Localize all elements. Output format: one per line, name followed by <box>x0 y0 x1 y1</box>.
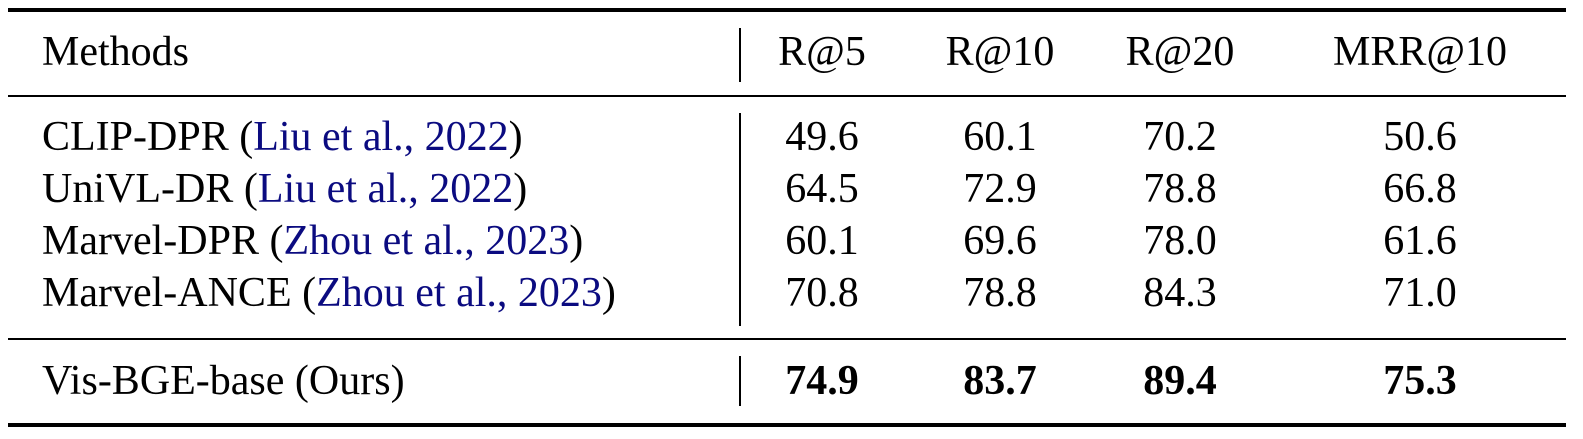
value-r5: 60.1 <box>785 218 859 264</box>
citation-link[interactable]: Liu et al., 2022 <box>257 166 514 212</box>
citation-link[interactable]: Liu et al., 2022 <box>253 114 509 160</box>
value-r5: 74.9 <box>785 358 859 404</box>
value-r10: 72.9 <box>963 166 1037 212</box>
value-mrr10: 61.6 <box>1383 218 1457 264</box>
method-name: Marvel-DPR <box>42 218 259 264</box>
value-r10: 60.1 <box>963 114 1037 160</box>
column-divider <box>739 113 741 326</box>
column-divider <box>739 28 741 82</box>
value-r10: 69.6 <box>963 218 1037 264</box>
header-rule <box>8 95 1566 97</box>
top-rule <box>8 8 1566 12</box>
column-divider <box>739 356 741 406</box>
table-row: Marvel-DPR (Zhou et al., 2023) 60.1 69.6… <box>0 215 1583 267</box>
header-r10: R@10 <box>945 29 1055 75</box>
table-row: UniVL-DR (Liu et al., 2022) 64.5 72.9 78… <box>0 163 1583 215</box>
value-r20: 78.8 <box>1143 166 1217 212</box>
value-mrr10: 71.0 <box>1383 270 1457 316</box>
table-row: CLIP-DPR (Liu et al., 2022) 49.6 60.1 70… <box>0 111 1583 163</box>
value-r5: 70.8 <box>785 270 859 316</box>
method-name: UniVL-DR <box>42 166 234 212</box>
value-r10: 78.8 <box>963 270 1037 316</box>
value-r20: 89.4 <box>1143 358 1217 404</box>
value-r5: 64.5 <box>785 166 859 212</box>
ours-rule <box>8 338 1566 340</box>
header-row: Methods R@5 R@10 R@20 MRR@10 <box>0 26 1583 78</box>
value-mrr10: 75.3 <box>1383 358 1457 404</box>
citation-link[interactable]: Zhou et al., 2023 <box>283 218 570 264</box>
table-row: Marvel-ANCE (Zhou et al., 2023) 70.8 78.… <box>0 267 1583 319</box>
value-mrr10: 50.6 <box>1383 114 1457 160</box>
citation-link[interactable]: Zhou et al., 2023 <box>316 270 602 316</box>
method-name: CLIP-DPR <box>42 114 229 160</box>
value-r20: 84.3 <box>1143 270 1217 316</box>
header-r20: R@20 <box>1125 29 1235 75</box>
value-mrr10: 66.8 <box>1383 166 1457 212</box>
value-r20: 70.2 <box>1143 114 1217 160</box>
header-r5: R@5 <box>778 29 866 75</box>
value-r10: 83.7 <box>963 358 1037 404</box>
method-name: Marvel-ANCE <box>42 270 292 316</box>
header-mrr10: MRR@10 <box>1332 29 1508 75</box>
header-methods: Methods <box>42 29 189 75</box>
value-r5: 49.6 <box>785 114 859 160</box>
ours-row: Vis-BGE-base (Ours) 74.9 83.7 89.4 75.3 <box>0 355 1583 407</box>
value-r20: 78.0 <box>1143 218 1217 264</box>
bottom-rule <box>8 423 1566 427</box>
method-name: Vis-BGE-base (Ours) <box>42 358 405 404</box>
